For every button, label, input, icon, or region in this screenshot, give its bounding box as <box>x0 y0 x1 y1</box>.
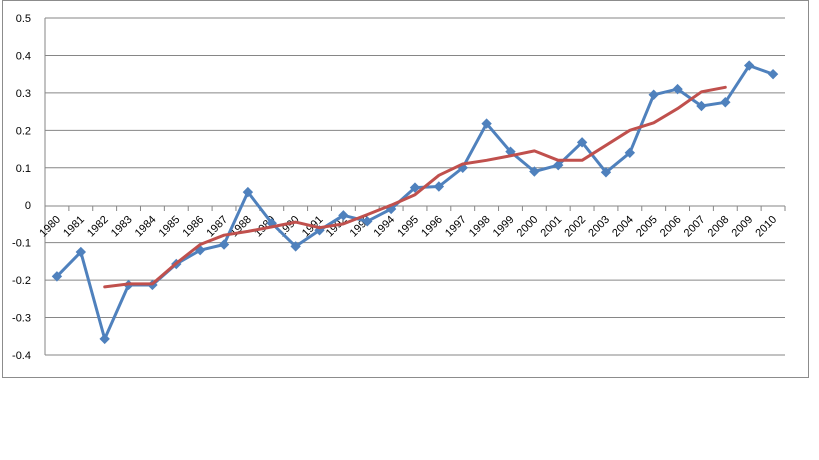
y-tick-label: 0.2 <box>16 125 31 137</box>
series-1-point <box>290 241 301 252</box>
series-1-point <box>767 68 779 80</box>
series-1-point <box>743 60 755 71</box>
y-tick-label: 0.3 <box>16 88 31 100</box>
chart-area-border <box>2 0 809 378</box>
series-2-line <box>103 85 727 289</box>
series-1-point <box>600 167 612 178</box>
series-1-point <box>409 182 421 193</box>
series-1-point <box>648 89 659 100</box>
gridlines <box>44 17 785 356</box>
y-tick-label: -0.2 <box>12 275 31 287</box>
y-tick-label: -0.3 <box>12 313 31 325</box>
series-1-point <box>99 333 110 345</box>
series-1-point <box>75 246 87 258</box>
series-1-point <box>624 147 636 159</box>
series-1-point <box>576 137 588 148</box>
series-1-point <box>720 97 731 108</box>
series-1-point <box>672 83 683 95</box>
series-layer <box>51 60 779 345</box>
series-1-point <box>481 118 492 129</box>
series-1-point <box>553 159 564 171</box>
series-1-point <box>696 100 707 112</box>
y-axis-tick-labels: -0.4 -0.3 -0.2 -0.1 0 0.1 0.2 0.3 0.4 0.5 <box>12 13 31 362</box>
y-tick-label: 0.5 <box>16 13 31 25</box>
y-tick-label: 0.1 <box>16 163 31 175</box>
series-1-point <box>218 239 230 250</box>
series-1-point <box>529 166 540 177</box>
series-1-point <box>51 271 63 282</box>
y-tick-label: 0 <box>25 200 31 212</box>
series-1-point <box>362 216 373 227</box>
series-1-point <box>242 186 254 198</box>
y-tick-label: -0.4 <box>12 350 31 362</box>
series-1-point <box>338 210 349 221</box>
y-tick-label: 0.4 <box>16 50 31 62</box>
y-tick-label: -0.1 <box>12 238 31 250</box>
series-1-point <box>433 181 445 192</box>
